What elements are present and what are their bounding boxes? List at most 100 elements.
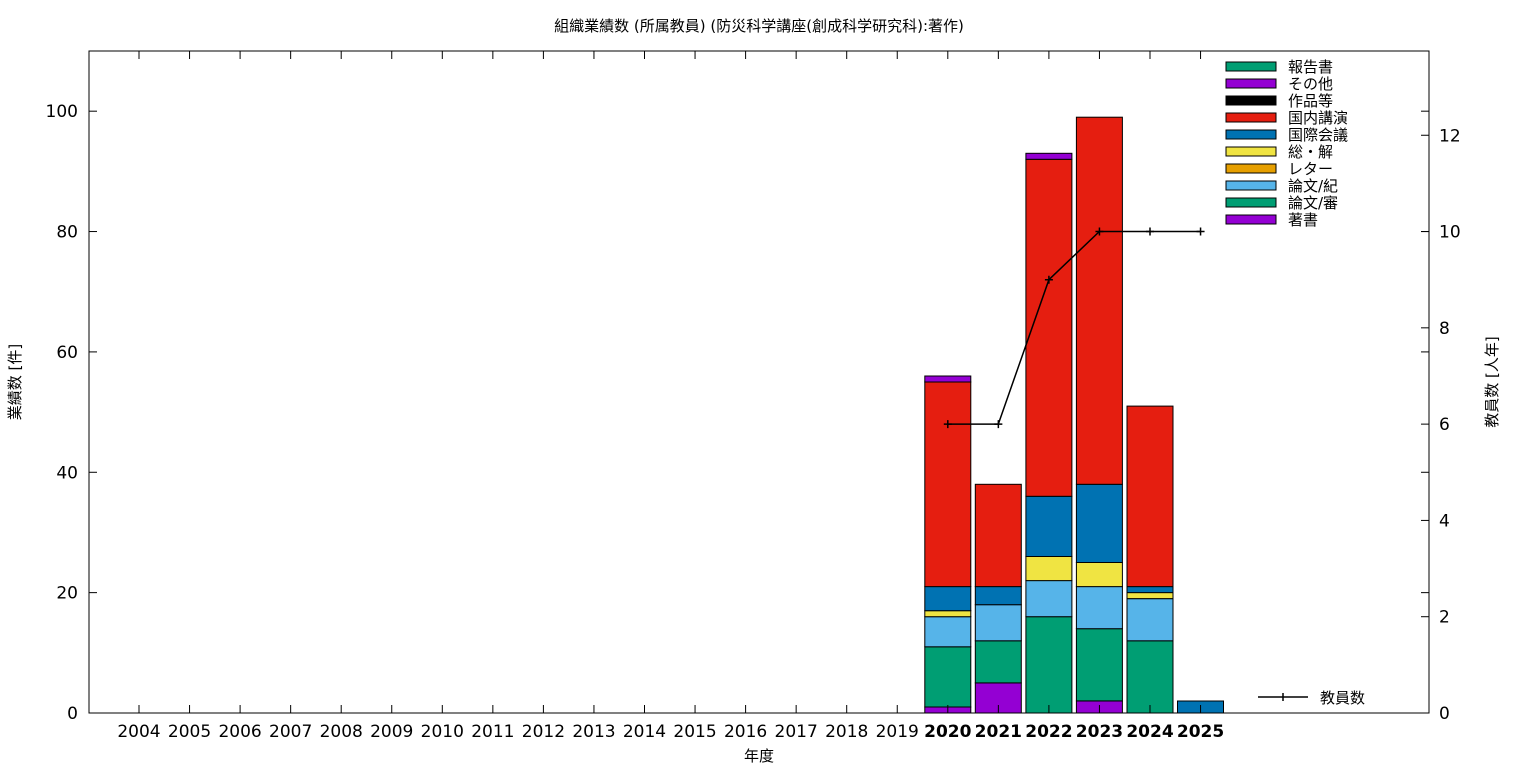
y2-tick-label-12: 12: [1439, 126, 1461, 146]
y2-tick-label-0: 0: [1439, 704, 1450, 724]
x-tick-label-2005: 2005: [168, 722, 211, 742]
bar-segment-2020-s2: [924, 616, 972, 648]
axes-layer: 0 20 40 60 80 100 0 2 4 6 8 10 12 2004 2005 2006 2007 200…: [46, 50, 1461, 742]
bar-segment-2022-s6: [1025, 158, 1073, 497]
legend-swatch-1: [1225, 78, 1277, 89]
legend-label-0: 報告書: [1288, 58, 1333, 76]
faculty-count-point-2020: [943, 420, 952, 429]
y-tick-label-40: 40: [56, 463, 78, 483]
legend-swatch-3: [1225, 112, 1277, 123]
x-tick-label-2004: 2004: [117, 722, 160, 742]
legend-swatch-6: [1225, 163, 1277, 174]
x-tick-label-2016: 2016: [724, 722, 767, 742]
y-axis-label: 業績数 [件]: [6, 344, 24, 420]
legend-line-swatch: [1258, 693, 1308, 701]
y2-tick-label-6: 6: [1439, 415, 1450, 435]
plot-frame: [88, 50, 1430, 714]
bar-segment-2024-s4: [1126, 592, 1174, 600]
bar-segment-2022-s2: [1025, 580, 1073, 618]
x-tick-label-2012: 2012: [522, 722, 565, 742]
legend-swatch-4: [1225, 129, 1277, 140]
bar-segment-2023-s5: [1075, 483, 1123, 563]
x-tick-label-2018: 2018: [825, 722, 868, 742]
y2-tick-label-10: 10: [1439, 223, 1461, 243]
x-tick-label-2021: 2021: [975, 722, 1022, 742]
x-tick-label-2009: 2009: [370, 722, 413, 742]
faculty-count-point-2023: [1095, 227, 1104, 236]
x-tick-label-2019: 2019: [876, 722, 919, 742]
legend-label-6: レター: [1288, 160, 1333, 178]
faculty-count-point-2022: [1044, 275, 1053, 284]
y-tick-label-60: 60: [56, 343, 78, 363]
y-tick-label-100: 100: [46, 102, 78, 122]
line-layer: [943, 227, 1205, 429]
legend-line-label: 教員数: [1320, 689, 1365, 707]
bar-segment-2022-s4: [1025, 556, 1073, 582]
legend-label-3: 国内講演: [1288, 109, 1348, 127]
bar-segment-2020-s5: [924, 586, 972, 612]
x-tick-label-2015: 2015: [673, 722, 716, 742]
legend-label-2: 作品等: [1288, 92, 1333, 110]
legend-label-9: 著書: [1288, 211, 1318, 229]
legend-swatch-8: [1225, 197, 1277, 208]
chart-title: 組織業績数 (所属教員) (防災科学講座(創成科学研究科):著作): [554, 17, 964, 35]
legend-label-7: 論文/紀: [1288, 177, 1338, 195]
bar-segment-2024-s5: [1126, 586, 1174, 594]
legend-label-8: 論文/審: [1288, 194, 1338, 212]
legend-swatch-5: [1225, 146, 1277, 157]
x-tick-label-2020: 2020: [924, 722, 971, 742]
y2-tick-label-4: 4: [1439, 511, 1450, 531]
x-tick-label-2011: 2011: [471, 722, 514, 742]
bar-segment-2020-s6: [924, 381, 972, 588]
bar-segment-2021-s5: [974, 586, 1022, 606]
y-tick-label-80: 80: [56, 223, 78, 243]
legend-label-1: その他: [1288, 75, 1333, 93]
bar-segment-2024-s6: [1126, 405, 1174, 588]
faculty-count-point-2021: [994, 420, 1003, 429]
y2-tick-label-2: 2: [1439, 608, 1450, 628]
bar-segment-2022-s8: [1025, 152, 1073, 160]
bar-segment-2023-s2: [1075, 586, 1123, 630]
y-tick-label-0: 0: [67, 704, 78, 724]
x-tick-label-2014: 2014: [623, 722, 666, 742]
y-tick-label-20: 20: [56, 584, 78, 604]
legend-label-5: 総・解: [1288, 143, 1333, 161]
x-tick-label-2025: 2025: [1177, 722, 1224, 742]
x-tick-label-2024: 2024: [1126, 722, 1173, 742]
bar-segment-2023-s1: [1075, 628, 1123, 702]
x-tick-label-2017: 2017: [775, 722, 818, 742]
faculty-count-line: [947, 230, 1201, 425]
bar-segment-2022-s1: [1025, 616, 1073, 714]
faculty-count-point-2024: [1146, 227, 1154, 236]
bars-layer: [924, 116, 1224, 714]
x-tick-label-2010: 2010: [421, 722, 464, 742]
legend-label-4: 国際会議: [1288, 126, 1348, 144]
y2-tick-label-8: 8: [1439, 319, 1450, 339]
bar-segment-2021-s1: [974, 640, 1022, 684]
x-tick-label-2013: 2013: [572, 722, 615, 742]
bar-segment-2023-s6: [1075, 116, 1123, 485]
x-tick-label-2022: 2022: [1025, 722, 1072, 742]
bar-segment-2020-s4: [924, 610, 972, 618]
bar-segment-2024-s2: [1126, 598, 1174, 642]
faculty-count-point-2025: [1196, 227, 1205, 236]
bar-segment-2021-s2: [974, 604, 1022, 642]
bar-segment-2020-s1: [924, 646, 972, 708]
y2-axis-label: 教員数 [人年]: [1483, 336, 1501, 427]
x-tick-label-2006: 2006: [218, 722, 261, 742]
bar-segment-2022-s5: [1025, 495, 1073, 557]
x-tick-label-2008: 2008: [320, 722, 363, 742]
legend-swatch-9: [1225, 214, 1277, 225]
x-tick-label-2023: 2023: [1076, 722, 1123, 742]
x-tick-label-2007: 2007: [269, 722, 312, 742]
legend-swatch-2: [1225, 95, 1277, 106]
bar-segment-2023-s4: [1075, 562, 1123, 588]
bar-segment-2021-s6: [974, 483, 1022, 588]
legend-swatch-0: [1225, 61, 1277, 72]
bar-segment-2024-s1: [1126, 640, 1174, 714]
x-axis-label: 年度: [744, 747, 774, 765]
legend-swatch-7: [1225, 180, 1277, 191]
